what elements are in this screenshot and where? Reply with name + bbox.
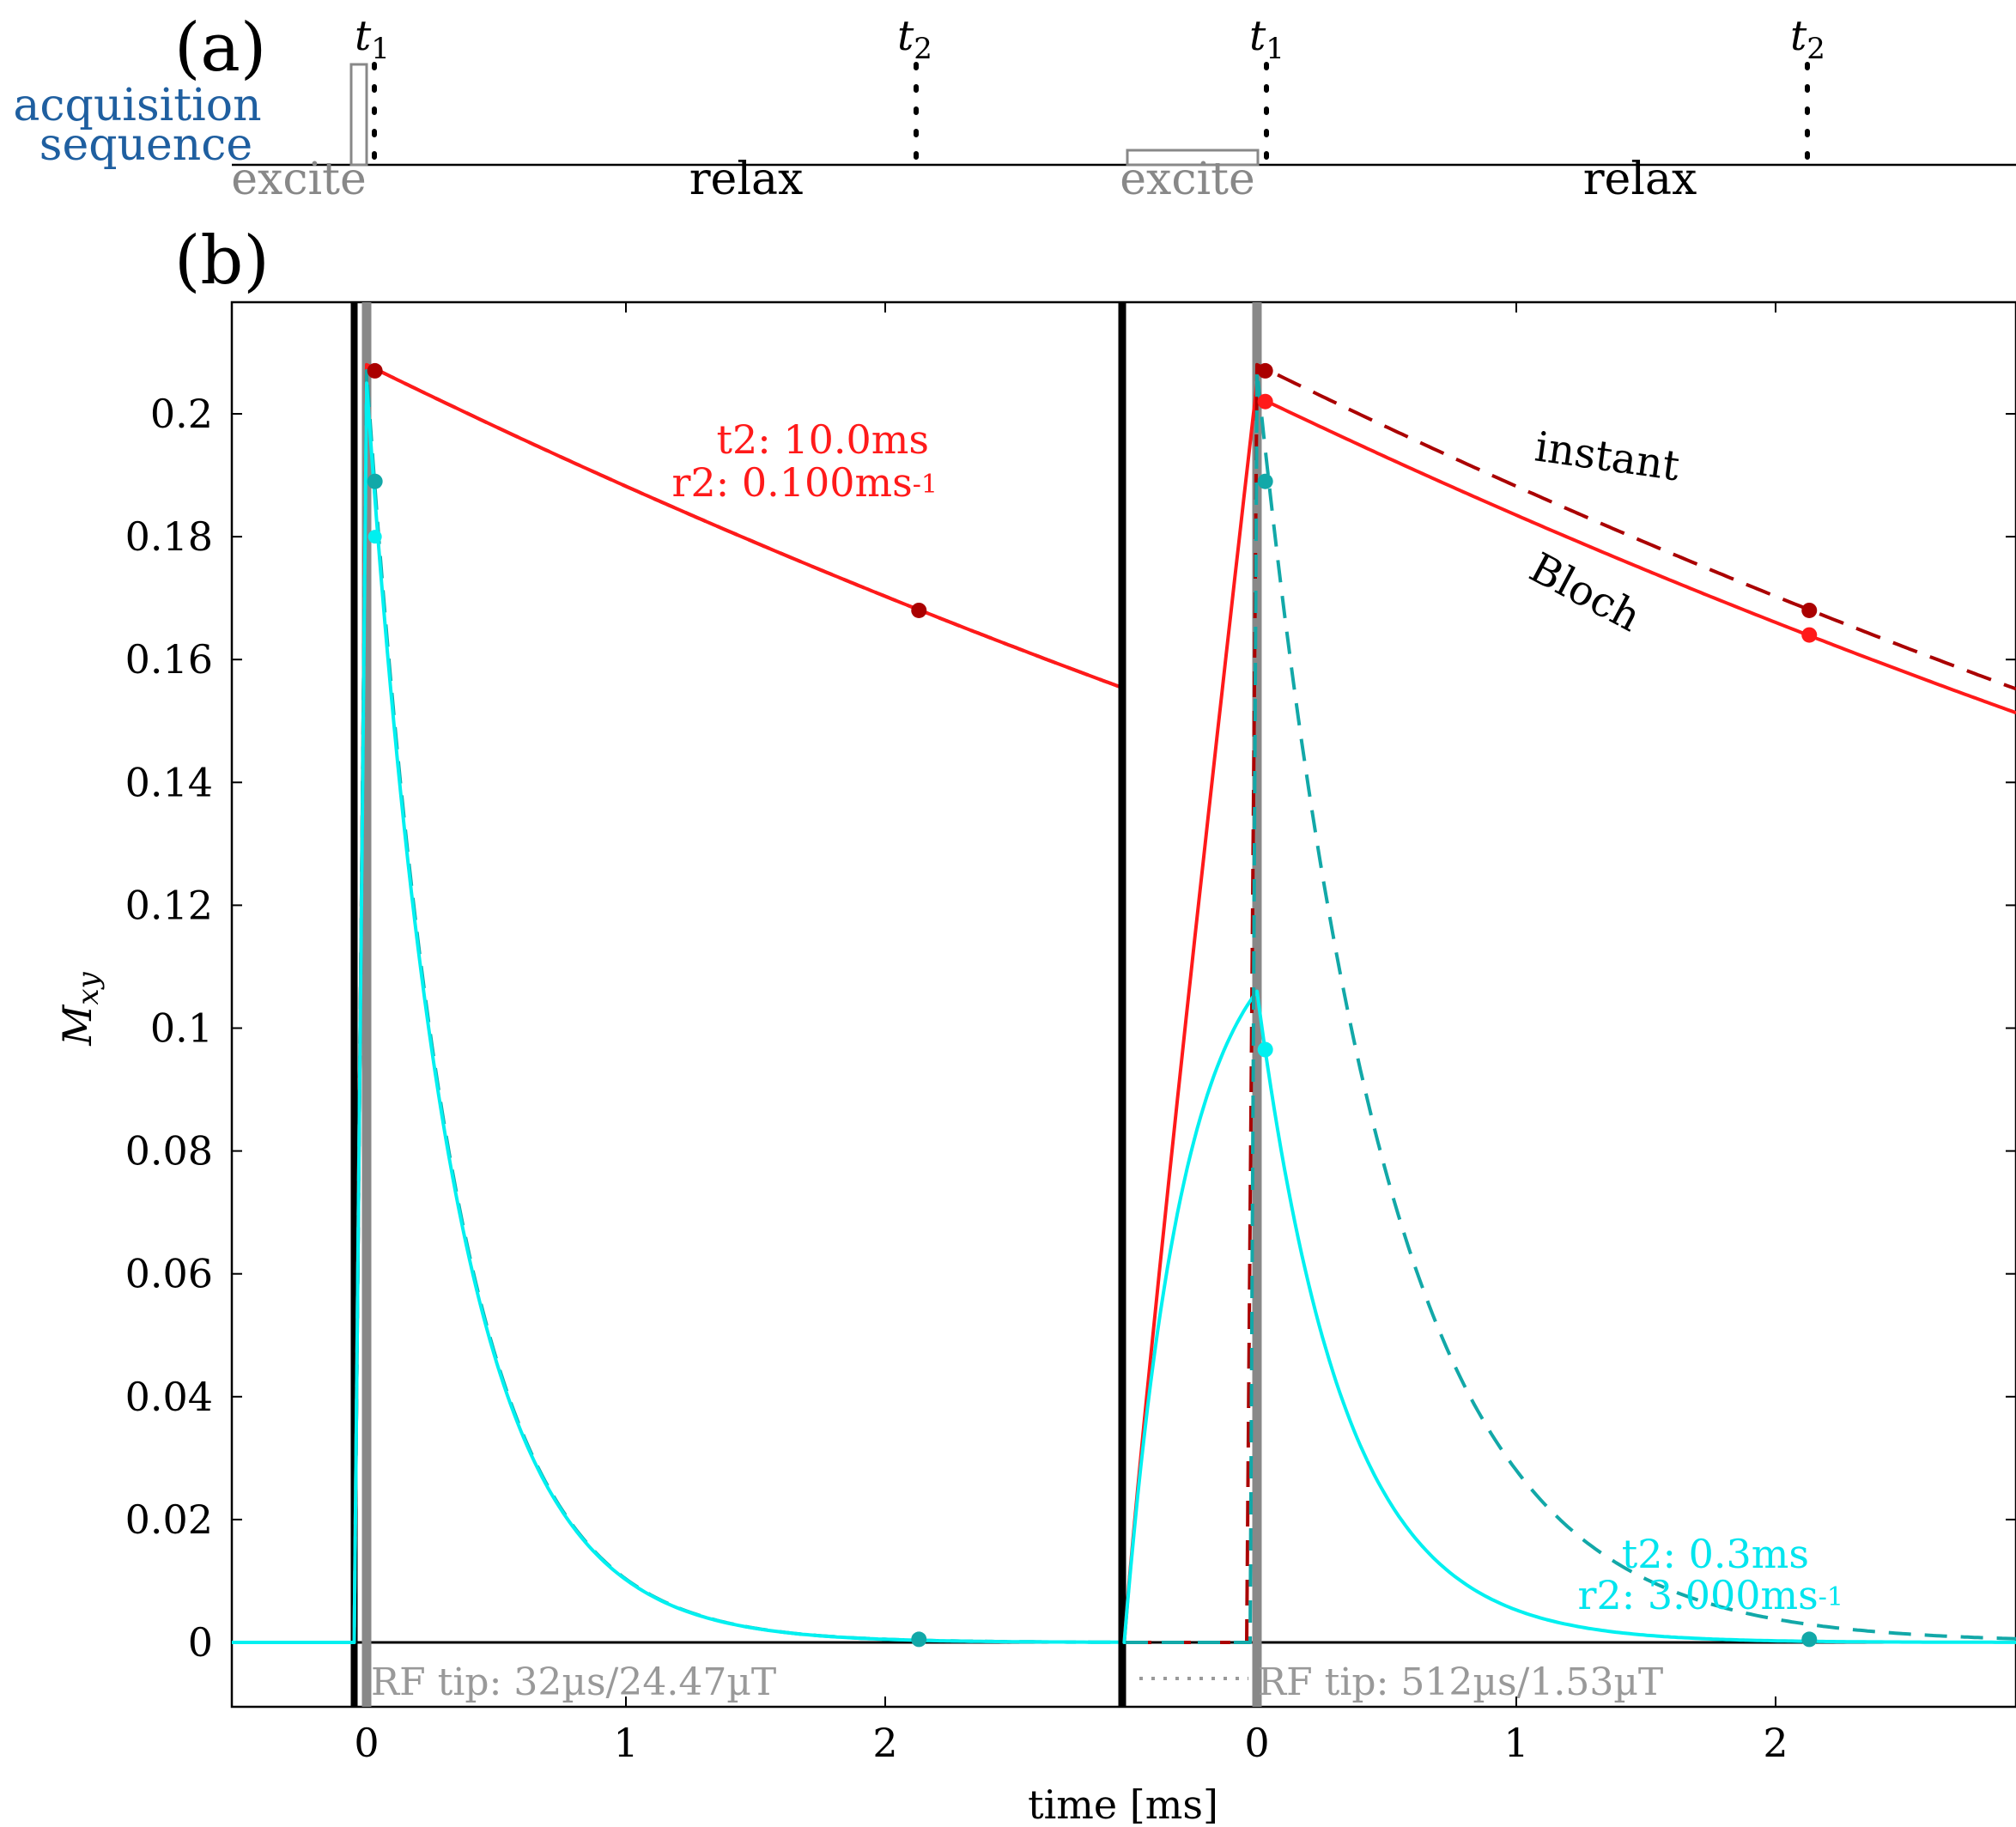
- excite-pulse-1: [349, 63, 368, 167]
- cyan-t2-label: t2: 0.3ms: [1622, 1531, 1809, 1577]
- y-tick-label: 0: [188, 1619, 213, 1666]
- plot-area: 00.020.040.060.080.10.120.140.160.180.2 …: [125, 300, 2016, 1766]
- rf-tip-right-label: RF tip: 512µs/1.53µT: [1258, 1660, 1663, 1704]
- t1-label-2: t1: [1249, 12, 1284, 66]
- x-tick-label: 1: [1503, 1720, 1528, 1766]
- sequence-title-line2: sequence: [39, 119, 252, 171]
- y-tick-label: 0.16: [125, 636, 213, 683]
- y-tick-label: 0.12: [125, 882, 213, 928]
- x-tick-label: 1: [613, 1720, 638, 1766]
- series-red-bloch-1: [232, 362, 1123, 1644]
- red-r2-label: r2: 0.100ms-1: [671, 459, 938, 506]
- marker-cyan-instant-t1-1: [367, 473, 383, 489]
- red-t2-label: t2: 10.0ms: [716, 416, 929, 463]
- x-tick-label: 0: [1244, 1720, 1269, 1766]
- marker-red-instant-t1-1: [367, 362, 383, 379]
- y-axis: 0 0.02 0.04 0.06 0.08 0.1 0.12 0.14 0.16 0.18 0.2: [125, 391, 2016, 1666]
- sequence-panel: (a) acquisition sequence t1 t2 excite re…: [13, 9, 2016, 205]
- y-tick-label: 0.18: [125, 513, 213, 560]
- t2-label-1: t2: [897, 12, 932, 66]
- marker-cyan-bloch-t1-1: [367, 530, 382, 544]
- panel-label-b: (b): [174, 222, 270, 300]
- panel-label-a: (a): [174, 9, 266, 87]
- t1-label-1: t1: [355, 12, 390, 66]
- series-cyan-bloch-1: [232, 381, 1122, 1644]
- marker-cyan-instant-t1-2: [1257, 473, 1273, 489]
- series-cyan-bloch-2: [1122, 989, 2016, 1644]
- x-tick-label: 2: [1763, 1720, 1788, 1766]
- y-tick-label: 0.02: [125, 1496, 213, 1543]
- x-tick-label: 0: [354, 1720, 379, 1766]
- y-tick-label: 0.08: [125, 1128, 213, 1174]
- y-axis-title: Mxy: [54, 971, 106, 1046]
- y-tick-label: 0.14: [125, 759, 213, 805]
- x-axis: 0 1 2 0 1 2: [354, 302, 1788, 1766]
- series-cyan-instant-2: [1126, 368, 2016, 1644]
- marker-cyan-bloch-t1-2: [1257, 1041, 1273, 1058]
- relax-label-2: relax: [1583, 154, 1697, 205]
- excite-label-2: excite: [1120, 154, 1255, 205]
- rf-tip-left-label: RF tip: 32µs/24.47µT: [371, 1660, 776, 1704]
- x-tick-label: 2: [872, 1720, 897, 1766]
- sequence-title-line1: acquisition: [13, 80, 261, 131]
- t2-label-2: t2: [1790, 12, 1825, 66]
- series-group: [232, 302, 2016, 1707]
- excite-pulse-2: [1126, 149, 1260, 167]
- marker-cyan-instant-t2-2: [1801, 1631, 1818, 1648]
- marker-group: [367, 362, 1818, 1648]
- y-tick-label: 0.04: [125, 1374, 213, 1420]
- y-tick-label: 0.1: [150, 1005, 213, 1052]
- marker-red-bloch-t2-2: [1801, 627, 1818, 643]
- relax-label-1: relax: [689, 154, 804, 205]
- marker-red-instant-t2-2: [1801, 602, 1818, 618]
- marker-red-instant-t2-1: [911, 602, 927, 618]
- excite-label-1: excite: [231, 154, 367, 205]
- marker-cyan-instant-t2-1: [911, 1631, 927, 1648]
- series-red-bloch-2: [1122, 381, 2016, 1644]
- marker-red-bloch-t1-2: [1257, 393, 1273, 410]
- x-axis-title: time [ms]: [1028, 1781, 1218, 1827]
- marker-red-instant-t1-2: [1257, 362, 1273, 379]
- y-tick-label: 0.06: [125, 1251, 213, 1297]
- y-tick-label: 0.2: [150, 391, 213, 437]
- cyan-r2-label: r2: 3.000ms-1: [1577, 1572, 1843, 1618]
